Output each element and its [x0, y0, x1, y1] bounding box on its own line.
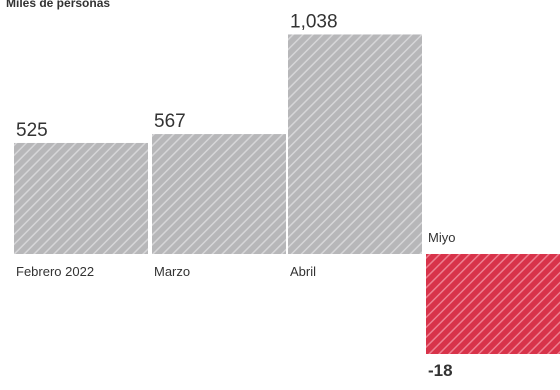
- bar-febrero-2022: [14, 142, 148, 254]
- value-label: 525: [16, 120, 48, 141]
- bar-marzo: [152, 134, 286, 254]
- value-label: 567: [154, 111, 186, 132]
- bar-abril: [288, 34, 422, 255]
- category-label: Miyo: [428, 230, 455, 245]
- category-label: Febrero 2022: [16, 264, 94, 279]
- value-label: 1,038: [290, 11, 338, 32]
- unit-label: Miles de personas: [6, 0, 111, 10]
- category-label: Marzo: [154, 264, 190, 279]
- value-label: -18: [428, 361, 453, 380]
- bar-miyo: [426, 254, 560, 354]
- category-label: Abril: [290, 264, 316, 279]
